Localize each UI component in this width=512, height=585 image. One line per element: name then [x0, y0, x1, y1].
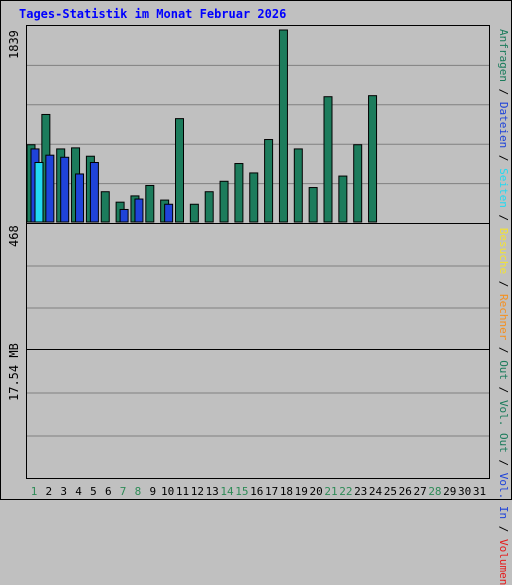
legend-item: /: [497, 207, 510, 228]
bar-anfragen: [264, 139, 274, 223]
bar-dateien: [89, 161, 99, 223]
legend-vertical: Anfragen / Dateien / Seiten / Besuche / …: [497, 29, 510, 585]
bar-seiten: [34, 161, 44, 223]
bar-dateien: [60, 156, 70, 223]
bar-anfragen: [249, 172, 259, 223]
day-label: 31: [473, 485, 486, 498]
legend-item: /: [497, 519, 510, 540]
day-label: 12: [191, 485, 204, 498]
bar-dateien: [45, 154, 55, 223]
bar-anfragen: [100, 191, 110, 223]
bar-dateien: [164, 203, 174, 223]
day-label: 5: [90, 485, 97, 498]
legend-item: /: [497, 340, 510, 361]
bar-anfragen: [353, 144, 363, 223]
bar-dateien: [75, 173, 85, 223]
bar-anfragen: [175, 118, 184, 223]
day-label: 17: [265, 485, 278, 498]
panel-visits: [26, 223, 490, 350]
legend-item: Vol. Out: [497, 399, 510, 453]
bar-anfragen: [368, 95, 378, 223]
legend-item: Vol. In: [497, 472, 510, 520]
chart-svg: 1 2 3 4 5 6 7 8 9 10 11 12 13 14 15 16 17 18 19 20 21 22 23 24 2…: [26, 29, 489, 498]
day-label: 6: [105, 485, 112, 498]
bar-anfragen: [278, 29, 288, 223]
day-label: 20: [310, 485, 323, 498]
day-label: 26: [399, 485, 412, 498]
bar-anfragen: [323, 96, 333, 223]
day-label: 9: [149, 485, 156, 498]
bar-anfragen: [293, 148, 303, 223]
legend-item: Seiten: [497, 168, 510, 208]
legend-item: /: [497, 380, 510, 400]
day-label: 7: [120, 485, 127, 498]
chart-title: Tages-Statistik im Monat Februar 2026: [19, 7, 287, 21]
day-label: 23: [354, 485, 367, 498]
day-label: 27: [413, 485, 426, 498]
day-label: 30: [458, 485, 471, 498]
day-label: 8: [135, 485, 142, 498]
bar-anfragen: [308, 187, 318, 223]
legend-item: /: [497, 148, 510, 169]
legend-item: Besuche: [497, 227, 510, 275]
legend-item: Out: [497, 360, 510, 381]
day-label: 16: [250, 485, 263, 498]
bar-anfragen: [189, 203, 199, 223]
day-label: 24: [369, 485, 383, 498]
legend-item: /: [497, 452, 510, 473]
legend-item: Volumen: [497, 539, 510, 585]
legend-item: /: [497, 274, 510, 294]
day-label: 14: [220, 485, 234, 498]
day-label: 11: [176, 485, 189, 498]
bar-dateien: [119, 208, 129, 223]
legend-item: Anfragen: [497, 29, 510, 82]
day-label: 19: [295, 485, 308, 498]
bar-anfragen: [145, 184, 155, 223]
bar-anfragen: [338, 175, 348, 223]
day-label: 18: [280, 485, 293, 498]
day-label: 28: [428, 485, 441, 498]
day-label: 2: [46, 485, 53, 498]
day-label: 3: [60, 485, 67, 498]
day-label: 22: [339, 485, 352, 498]
day-label: 29: [443, 485, 456, 498]
day-label: 25: [384, 485, 397, 498]
bar-dateien: [134, 198, 144, 223]
legend-item: Rechner: [497, 293, 510, 341]
bar-anfragen: [204, 191, 214, 223]
day-label: 21: [324, 485, 337, 498]
bar-anfragen: [234, 163, 244, 223]
day-label: 10: [161, 485, 174, 498]
day-label: 4: [75, 485, 82, 498]
bar-anfragen: [219, 180, 229, 223]
day-label: 13: [206, 485, 219, 498]
day-label: 1: [31, 485, 38, 498]
panel-volume: [26, 349, 490, 479]
legend-item: Dateien: [497, 101, 510, 149]
day-label: 15: [235, 485, 248, 498]
legend-item: /: [497, 81, 510, 102]
